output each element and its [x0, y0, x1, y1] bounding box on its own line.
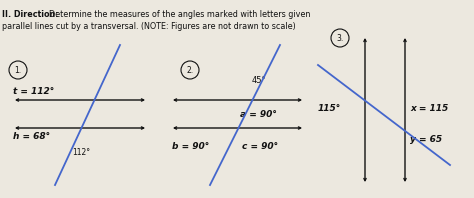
- Text: b = 90°: b = 90°: [172, 142, 209, 151]
- Text: parallel lines cut by a transversal. (NOTE: Figures are not drawn to scale): parallel lines cut by a transversal. (NO…: [2, 22, 296, 31]
- Text: 3.: 3.: [337, 33, 344, 43]
- Text: 1.: 1.: [14, 66, 21, 74]
- Text: II. Direction:: II. Direction:: [2, 10, 61, 19]
- Text: y = 65: y = 65: [410, 135, 442, 145]
- Text: 45°: 45°: [252, 76, 266, 85]
- Text: h = 68°: h = 68°: [13, 132, 50, 141]
- Text: x = 115: x = 115: [410, 104, 448, 112]
- Text: c = 90°: c = 90°: [242, 142, 278, 151]
- Text: Determine the measures of the angles marked with letters given: Determine the measures of the angles mar…: [49, 10, 310, 19]
- Text: 112°: 112°: [72, 148, 90, 157]
- Text: 2.: 2.: [186, 66, 193, 74]
- Text: 115°: 115°: [318, 104, 341, 112]
- Text: a = 90°: a = 90°: [240, 109, 277, 118]
- Text: t = 112°: t = 112°: [13, 87, 54, 96]
